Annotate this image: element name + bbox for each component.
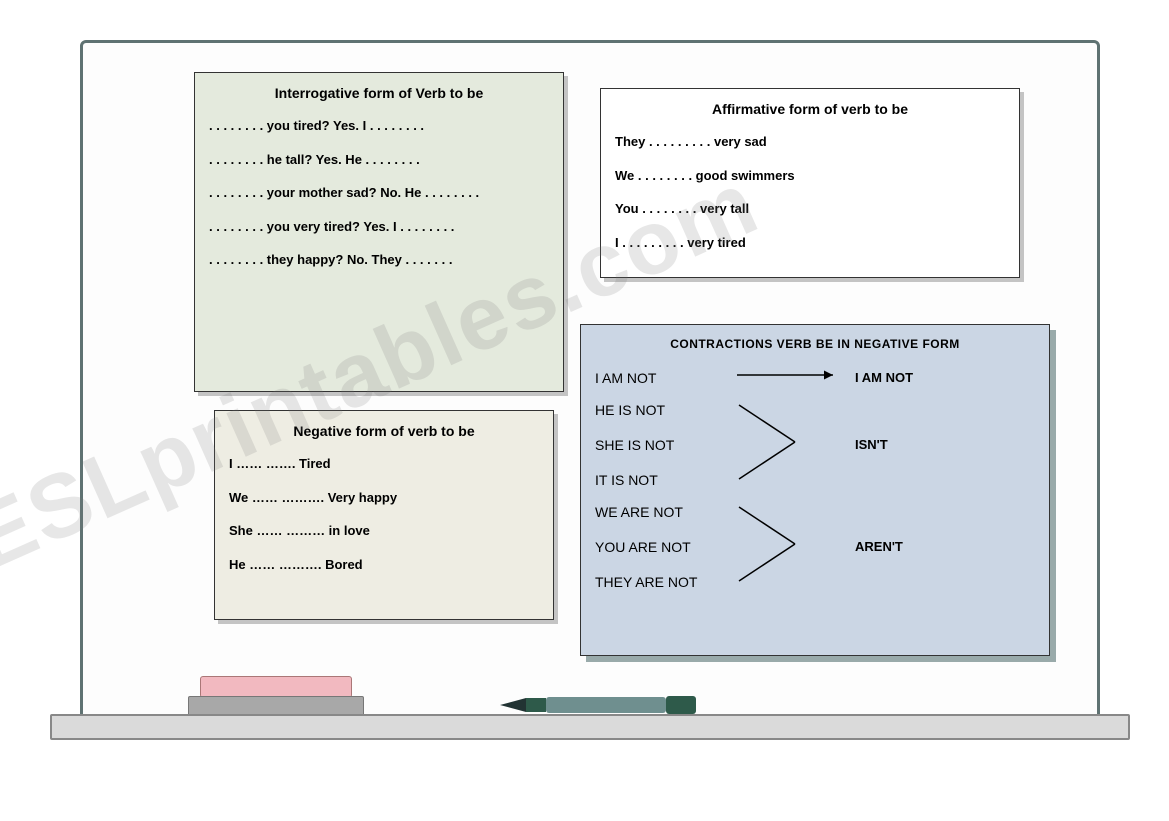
affirmative-line: You . . . . . . . . very tall (615, 199, 1005, 219)
contraction-right: ISN'T (855, 435, 995, 455)
affirmative-title: Affirmative form of verb to be (615, 99, 1005, 120)
contraction-row: I AM NOT I AM NOT (595, 365, 1035, 391)
interrogative-title: Interrogative form of Verb to be (209, 83, 549, 104)
arrow-merge-icon (725, 499, 855, 595)
eraser-base-icon (188, 696, 364, 716)
contraction-left: YOU ARE NOT (595, 537, 725, 558)
negative-line: I …… ……. Tired (229, 454, 539, 474)
contraction-left: I AM NOT (595, 368, 725, 389)
marker-icon (500, 694, 700, 716)
interrogative-line: . . . . . . . . you tired? Yes. I . . . … (209, 116, 549, 136)
contraction-row: WE ARE NOT YOU ARE NOT THEY ARE NOT AREN… (595, 499, 1035, 595)
contraction-left: HE IS NOT (595, 400, 725, 421)
contraction-left: SHE IS NOT (595, 435, 725, 456)
affirmative-line: We . . . . . . . . good swimmers (615, 166, 1005, 186)
negative-line: He …… ………. Bored (229, 555, 539, 575)
interrogative-line: . . . . . . . . you very tired? Yes. I .… (209, 217, 549, 237)
contractions-title: CONTRACTIONS VERB BE IN NEGATIVE FORM (595, 335, 1035, 353)
affirmative-line: I . . . . . . . . . very tired (615, 233, 1005, 253)
negative-line: She …… ……… in love (229, 521, 539, 541)
interrogative-box: Interrogative form of Verb to be . . . .… (194, 72, 564, 392)
contraction-right: I AM NOT (855, 368, 995, 388)
contractions-box: CONTRACTIONS VERB BE IN NEGATIVE FORM I … (580, 324, 1050, 656)
contraction-left-group: HE IS NOT SHE IS NOT IT IS NOT (595, 400, 725, 491)
interrogative-line: . . . . . . . . he tall? Yes. He . . . .… (209, 150, 549, 170)
contraction-left-group: WE ARE NOT YOU ARE NOT THEY ARE NOT (595, 502, 725, 593)
negative-line: We …… ………. Very happy (229, 488, 539, 508)
arrow-merge-icon (725, 397, 855, 493)
affirmative-line: They . . . . . . . . . very sad (615, 132, 1005, 152)
whiteboard-tray (50, 714, 1130, 740)
eraser-icon (200, 676, 352, 698)
interrogative-line: . . . . . . . . your mother sad? No. He … (209, 183, 549, 203)
negative-box: Negative form of verb to be I …… ……. Tir… (214, 410, 554, 620)
interrogative-line: . . . . . . . . they happy? No. They . .… (209, 250, 549, 270)
contraction-left: IT IS NOT (595, 470, 725, 491)
contraction-row: HE IS NOT SHE IS NOT IT IS NOT ISN'T (595, 397, 1035, 493)
arrow-straight-icon (725, 365, 855, 391)
contraction-left: WE ARE NOT (595, 502, 725, 523)
contraction-right: AREN'T (855, 537, 995, 557)
contraction-left: THEY ARE NOT (595, 572, 725, 593)
negative-title: Negative form of verb to be (229, 421, 539, 442)
affirmative-box: Affirmative form of verb to be They . . … (600, 88, 1020, 278)
